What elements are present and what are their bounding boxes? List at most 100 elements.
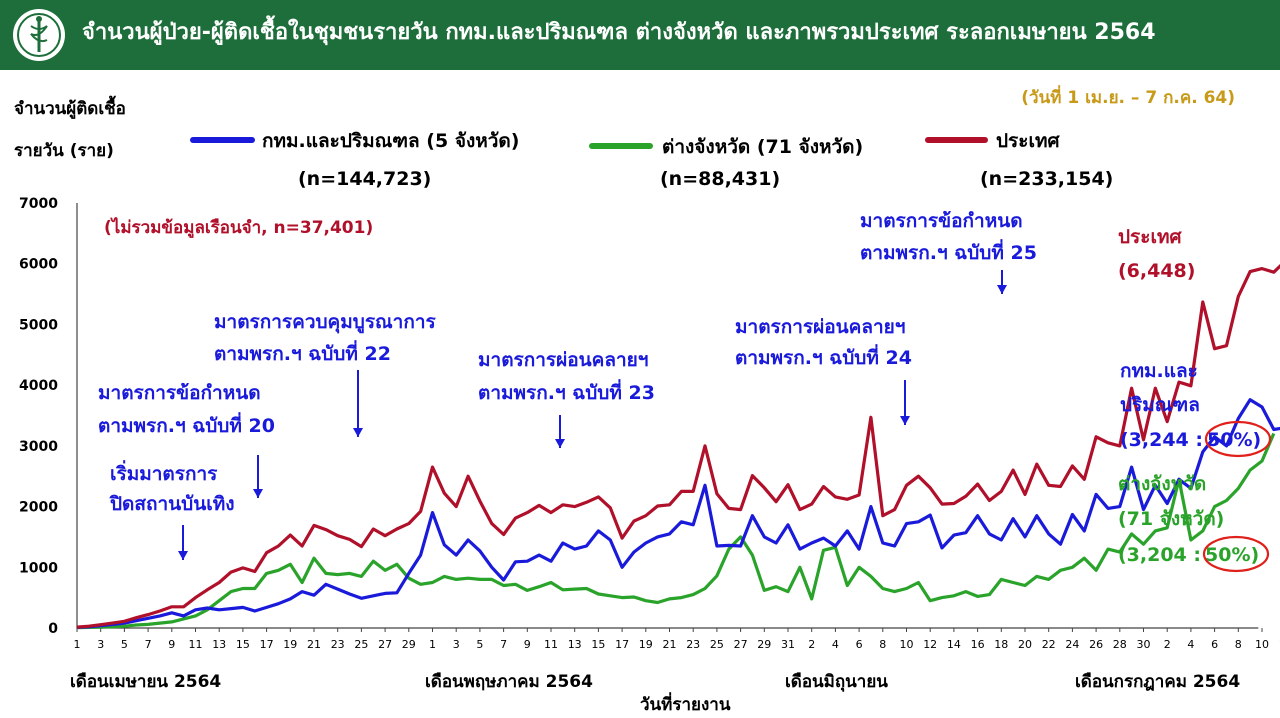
ministry-seal-icon [13, 9, 65, 61]
x-tick-label: 2 [808, 638, 815, 651]
x-tick-label: 13 [568, 638, 582, 651]
legend-entry: ประเทศ [996, 130, 1060, 152]
month-label: เดือนเมษายน 2564 [70, 671, 221, 692]
x-tick-label: 7 [500, 638, 507, 651]
x-tick-label: 19 [283, 638, 297, 651]
x-tick-label: 1 [429, 638, 436, 651]
x-tick-label: 10 [1255, 638, 1269, 651]
arrow-head [253, 489, 263, 498]
x-axis-title: วันที่รายงาน [640, 692, 731, 715]
month-label: เดือนมิถุนายน [785, 671, 888, 692]
x-tick-label: 27 [734, 638, 748, 651]
period-note: (วันที่ 1 เม.ย. – 7 ก.ค. 64) [1021, 85, 1235, 108]
end-label-province: (71 จังหวัด) [1118, 508, 1224, 530]
end-label-bkk: กทม.และ [1120, 360, 1198, 382]
x-tick-label: 23 [331, 638, 345, 651]
annotation-text: ตามพรก.ฯ ฉบับที่ 20 [98, 412, 275, 437]
x-tick-label: 13 [212, 638, 226, 651]
x-tick-label: 16 [971, 638, 985, 651]
x-tick-label: 26 [1089, 638, 1103, 651]
x-tick-label: 5 [121, 638, 128, 651]
end-label-province-pct: 50%) [1205, 544, 1259, 566]
x-tick-label: 3 [97, 638, 104, 651]
highlight-circle [1202, 535, 1270, 573]
annotation-text: มาตรการควบคุมบูรณาการ [214, 311, 437, 334]
x-tick-label: 4 [832, 638, 839, 651]
legend-n-label: (n=88,431) [660, 168, 780, 190]
end-label-country-value: (6,448) [1118, 260, 1195, 282]
end-label-province-value: (3,204 : [1118, 544, 1201, 566]
annotation-text: ตามพรก.ฯ ฉบับที่ 25 [860, 239, 1037, 264]
end-label-province: ต่างจังหวัด [1118, 473, 1206, 495]
x-tick-label: 25 [354, 638, 368, 651]
highlight-circle [1204, 420, 1272, 458]
x-tick-label: 21 [663, 638, 677, 651]
x-tick-label: 9 [524, 638, 531, 651]
annotation-text: เริ่มมาตรการ [110, 460, 218, 485]
chart-series [76, 263, 1280, 630]
x-tick-label: 30 [1137, 638, 1151, 651]
x-tick-label: 29 [402, 638, 416, 651]
x-tick-label: 15 [236, 638, 250, 651]
x-tick-label: 14 [947, 638, 961, 651]
y-tick-label: 5000 [19, 317, 58, 333]
x-tick-label: 5 [476, 638, 483, 651]
page-title: จำนวนผู้ป่วย-ผู้ติดเชื้อในชุมชนรายวัน กท… [82, 20, 1156, 45]
x-tick-label: 22 [1042, 638, 1056, 651]
end-label-bkk: ปริมณฑล [1120, 394, 1200, 416]
x-tick-label: 17 [260, 638, 274, 651]
x-tick-label: 9 [168, 638, 175, 651]
x-tick-label: 3 [453, 638, 460, 651]
legend-entry: ต่างจังหวัด (71 จังหวัด) [662, 136, 863, 158]
x-tick-label: 12 [1279, 638, 1280, 651]
annotation-text: มาตรการผ่อนคลายฯ [478, 349, 648, 371]
y-tick-label: 2000 [19, 500, 58, 516]
y-axis-title: รายวัน (ราย) [14, 141, 114, 161]
y-tick-label: 7000 [19, 196, 58, 212]
x-tick-label: 10 [900, 638, 914, 651]
annotation-text: มาตรการผ่อนคลายฯ [735, 316, 905, 338]
annotation-text: ตามพรก.ฯ ฉบับที่ 24 [735, 344, 912, 369]
x-tick-label: 12 [923, 638, 937, 651]
x-tick-label: 6 [856, 638, 863, 651]
x-tick-label: 24 [1065, 638, 1079, 651]
x-tick-label: 4 [1187, 638, 1194, 651]
annotation-text: ตามพรก.ฯ ฉบับที่ 22 [214, 340, 391, 365]
y-tick-label: 3000 [19, 439, 58, 455]
arrow-head [178, 551, 188, 560]
month-label: เดือนกรกฎาคม 2564 [1075, 671, 1240, 692]
end-label-country: ประเทศ [1118, 226, 1182, 248]
x-tick-label: 23 [686, 638, 700, 651]
legend-n-label: (n=144,723) [298, 168, 431, 190]
y-tick-label: 4000 [19, 378, 58, 394]
month-label: เดือนพฤษภาคม 2564 [425, 671, 593, 692]
x-tick-label: 27 [378, 638, 392, 651]
header-bar: จำนวนผู้ป่วย-ผู้ติดเชื้อในชุมชนรายวัน กท… [0, 0, 1280, 70]
x-tick-label: 8 [1235, 638, 1242, 651]
x-tick-label: 8 [879, 638, 886, 651]
x-tick-label: 6 [1211, 638, 1218, 651]
annotation-text: มาตรการข้อกำหนด [860, 210, 1023, 232]
x-tick-label: 1 [74, 638, 81, 651]
chart-axes [76, 203, 1263, 632]
series-line [76, 432, 1276, 630]
end-label-bkk-value: (3,244 : [1120, 429, 1203, 451]
exclusion-note: (ไม่รวมข้อมูลเรือนจำ, n=37,401) [104, 217, 373, 239]
x-tick-label: 20 [1018, 638, 1032, 651]
arrow-head [900, 416, 910, 425]
arrow-head [555, 439, 565, 448]
x-tick-label: 17 [615, 638, 629, 651]
annotation-text: ปิดสถานบันเทิง [109, 493, 234, 515]
annotation-text: ตามพรก.ฯ ฉบับที่ 23 [478, 379, 655, 404]
arrow-head [997, 285, 1007, 294]
x-tick-label: 11 [544, 638, 558, 651]
annotation-text: มาตรการข้อกำหนด [98, 382, 261, 404]
x-tick-label: 18 [994, 638, 1008, 651]
x-tick-label: 28 [1113, 638, 1127, 651]
x-tick-label: 25 [710, 638, 724, 651]
x-tick-label: 29 [757, 638, 771, 651]
y-tick-label: 6000 [19, 257, 58, 273]
series-line [76, 398, 1280, 629]
x-tick-label: 21 [307, 638, 321, 651]
